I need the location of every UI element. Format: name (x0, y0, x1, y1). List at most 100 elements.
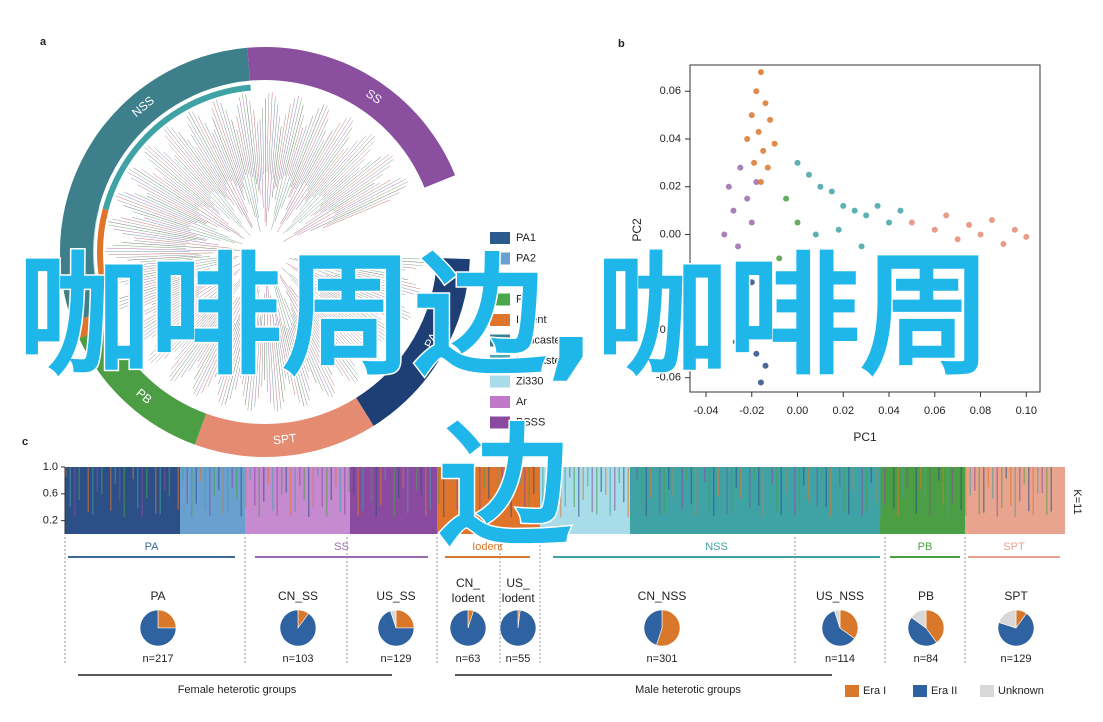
tree-branch (236, 128, 261, 232)
structure-stripe (258, 467, 260, 517)
tree-branch (270, 295, 284, 402)
tree-branch (300, 268, 408, 320)
structure-stripe (452, 467, 454, 482)
structure-stripe (303, 467, 305, 501)
tree-branch (127, 268, 211, 294)
point (954, 236, 961, 243)
tree-branch (289, 285, 359, 382)
subgroup-label: Iodent (501, 591, 535, 605)
tree-branch (123, 205, 190, 228)
tree-branch (309, 259, 397, 276)
legend-label: Era II (931, 685, 957, 697)
tree-branch (292, 314, 329, 397)
legend-swatch (845, 685, 859, 697)
tree-branch (301, 281, 371, 337)
structure-stripe (794, 467, 796, 515)
tree-branch (108, 224, 197, 241)
tree-branch (116, 254, 199, 258)
structure-stripe (510, 467, 512, 517)
tree-branch (305, 301, 351, 356)
panel-label: c (22, 436, 28, 448)
tree-branch (292, 322, 317, 384)
point (931, 226, 938, 233)
tree-branch (325, 274, 397, 302)
point (874, 202, 881, 209)
structure-stripe (285, 467, 287, 493)
structure-stripe (105, 467, 107, 516)
tree-branch (218, 318, 245, 403)
legend-swatch (490, 355, 510, 367)
tree-branch (250, 318, 260, 411)
structure-stripe (560, 467, 562, 517)
tree-branch (323, 305, 377, 354)
tree-branch (119, 279, 195, 310)
structure-stripe (762, 467, 764, 517)
point (760, 147, 767, 154)
structure-stripe (686, 467, 688, 481)
structure-stripe (857, 467, 859, 495)
pie-slice (390, 609, 397, 629)
structure-stripe (695, 467, 697, 517)
structure-stripe (1023, 467, 1025, 485)
structure-stripe (726, 467, 728, 515)
structure-stripe (83, 467, 85, 486)
tree-branch (144, 217, 192, 232)
tree-branch (161, 282, 228, 338)
structure-stripe (200, 467, 202, 482)
tree-branch (298, 295, 356, 367)
ring-segment (59, 47, 251, 323)
structure-stripe (182, 467, 184, 482)
tree-branch (115, 195, 192, 225)
tree-branch (289, 258, 420, 293)
structure-stripe (357, 467, 359, 516)
x-tick-label: 0.00 (787, 405, 808, 417)
structure-stripe (96, 467, 98, 493)
structure-stripe (159, 467, 161, 514)
tree-branch (194, 286, 247, 380)
tree-branch (335, 287, 401, 320)
n-label: n=301 (647, 653, 678, 665)
point (725, 183, 732, 190)
tree-branch (340, 266, 408, 281)
structure-stripe (1032, 467, 1034, 516)
tree-branch (188, 306, 231, 372)
pie-slice (834, 609, 841, 629)
structure-stripe (429, 467, 431, 510)
pie-slice (911, 609, 927, 629)
tree-branch (122, 233, 190, 243)
structure-stripe (254, 467, 256, 506)
tree-branch (124, 192, 198, 224)
structure-stripe (1010, 467, 1012, 506)
structure-stripe (389, 467, 391, 509)
legend-swatch (490, 293, 510, 306)
tree-branch (195, 146, 235, 206)
structure-stripe (596, 467, 598, 515)
tree-branch (236, 116, 249, 175)
tree-branch (286, 120, 354, 221)
point (753, 178, 760, 185)
tree-branch (281, 267, 380, 361)
tree-branch (112, 244, 186, 249)
tree-branch (133, 167, 245, 239)
point (1000, 241, 1007, 248)
structure-stripe (492, 467, 494, 517)
tree-branch (245, 94, 257, 185)
structure-stripe (681, 467, 683, 510)
tree-branch (275, 104, 291, 188)
tree-branch (294, 182, 375, 234)
ring-inner (96, 208, 119, 323)
tree-branch (332, 282, 412, 318)
legend-swatch (490, 396, 510, 408)
tree-branch (319, 293, 382, 342)
tree-branch (153, 283, 207, 314)
point (757, 69, 764, 76)
structure-stripe (362, 467, 364, 511)
structure-stripe (996, 467, 998, 517)
tree-branch (138, 270, 197, 288)
point (988, 217, 995, 224)
structure-stripe (839, 467, 841, 487)
structure-stripe (911, 467, 913, 514)
group-label: SS (334, 541, 349, 553)
x-tick-label: 0.04 (878, 405, 899, 417)
tree-branch (303, 263, 406, 296)
